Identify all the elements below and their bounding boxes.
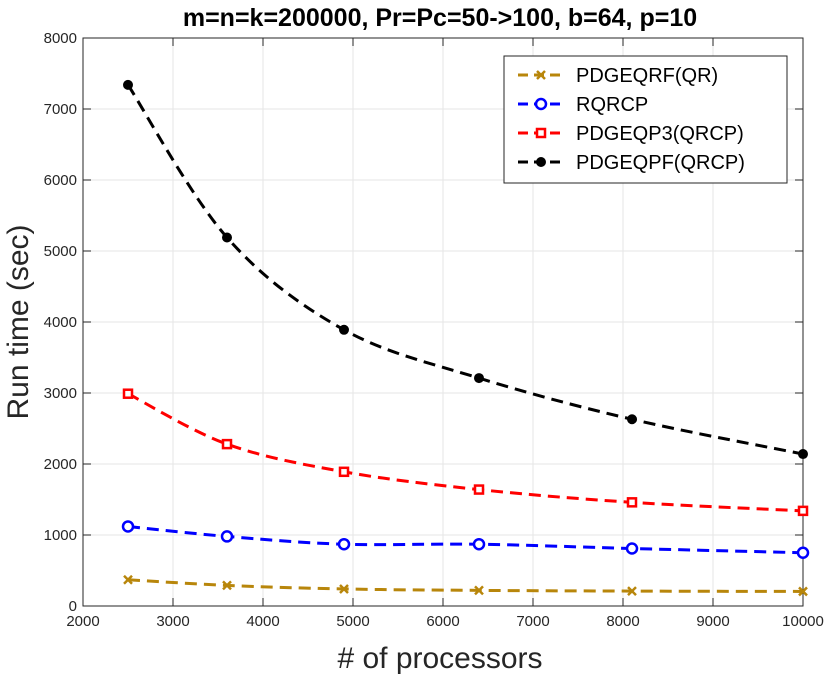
data-point — [123, 574, 133, 585]
data-point — [122, 388, 134, 399]
series-rqrcp — [121, 520, 810, 559]
legend-marker — [534, 97, 548, 111]
legend-label: PDGEQRF(QR) — [576, 65, 718, 87]
x-tick-label: 9000 — [696, 613, 729, 630]
y-tick-label: 6000 — [44, 172, 77, 189]
data-point — [627, 414, 637, 425]
data-point — [121, 520, 135, 533]
series-pdgeqpf-qrcp- — [123, 79, 808, 460]
x-tick-label: 3000 — [156, 613, 189, 630]
x-tick-label: 10000 — [782, 613, 824, 630]
y-tick-label: 5000 — [44, 243, 77, 260]
legend-item: PDGEQP3(QRCP) — [518, 123, 744, 145]
data-point — [796, 546, 810, 559]
legend-item: PDGEQPF(QRCP) — [518, 152, 745, 174]
data-point — [472, 537, 486, 551]
data-point — [797, 505, 809, 517]
marker-stroke — [536, 70, 546, 80]
data-point — [625, 542, 639, 555]
data-point — [798, 449, 808, 460]
series-pdgeqp3-qrcp- — [122, 388, 809, 517]
x-tick-label: 8000 — [606, 613, 639, 630]
data-point — [473, 484, 485, 495]
series-pdgeqrf-qr- — [123, 574, 808, 597]
data-point — [339, 584, 349, 594]
marker-stroke — [222, 580, 232, 591]
x-tick-label: 7000 — [516, 613, 549, 630]
x-tick-label: 2000 — [66, 613, 99, 630]
data-point — [626, 497, 638, 508]
legend-item: RQRCP — [518, 94, 648, 116]
data-point — [798, 586, 808, 597]
marker-stroke — [339, 584, 349, 594]
y-tick-label: 8000 — [44, 30, 77, 47]
legend-label: PDGEQP3(QRCP) — [576, 123, 744, 145]
x-tick-label: 5000 — [336, 613, 369, 630]
axes: 2000 3000 4000 5000 6000 7000 8000 9000 10000 0 10… — [44, 30, 824, 630]
chart-title: m=n=k=200000, Pr=Pc=50->100, b=64, p=10 — [183, 4, 697, 32]
data-point — [337, 537, 351, 551]
y-tick-label: 4000 — [44, 314, 77, 331]
y-axis-label: Run time (sec) — [2, 224, 35, 419]
data-point — [338, 466, 350, 478]
x-tick-label: 6000 — [426, 613, 459, 630]
y-tick-label: 2000 — [44, 456, 77, 473]
legend-label: PDGEQPF(QRCP) — [576, 152, 745, 174]
data-point — [627, 586, 637, 596]
y-tick-label: 0 — [69, 598, 77, 615]
data-point — [221, 438, 233, 450]
data-point — [222, 580, 232, 591]
series-layer — [121, 79, 810, 597]
legend-label: RQRCP — [576, 94, 648, 116]
marker-stroke — [627, 586, 637, 596]
y-tick-label: 3000 — [44, 385, 77, 402]
legend: PDGEQRF(QR) RQRCP PDGEQP3(QRCP) PDGEQPF(QRC… — [503, 55, 788, 184]
legend-marker — [535, 127, 547, 139]
x-axis-label: # of processors — [337, 642, 542, 675]
data-point — [474, 585, 484, 596]
x-tick-label: 4000 — [246, 613, 279, 630]
data-point — [474, 373, 484, 384]
marker-stroke — [474, 585, 484, 596]
series-line — [127, 392, 804, 513]
data-point — [339, 324, 349, 335]
legend-item: PDGEQRF(QR) — [518, 65, 718, 87]
y-tick-label: 7000 — [44, 101, 77, 118]
series-line — [126, 84, 804, 456]
y-tick-label: 1000 — [44, 527, 77, 544]
legend-marker — [536, 157, 546, 167]
marker-stroke — [798, 586, 808, 597]
legend-marker — [536, 70, 546, 80]
data-point — [123, 79, 133, 90]
marker-stroke — [123, 574, 133, 585]
data-point — [222, 232, 232, 243]
data-point — [220, 530, 234, 543]
